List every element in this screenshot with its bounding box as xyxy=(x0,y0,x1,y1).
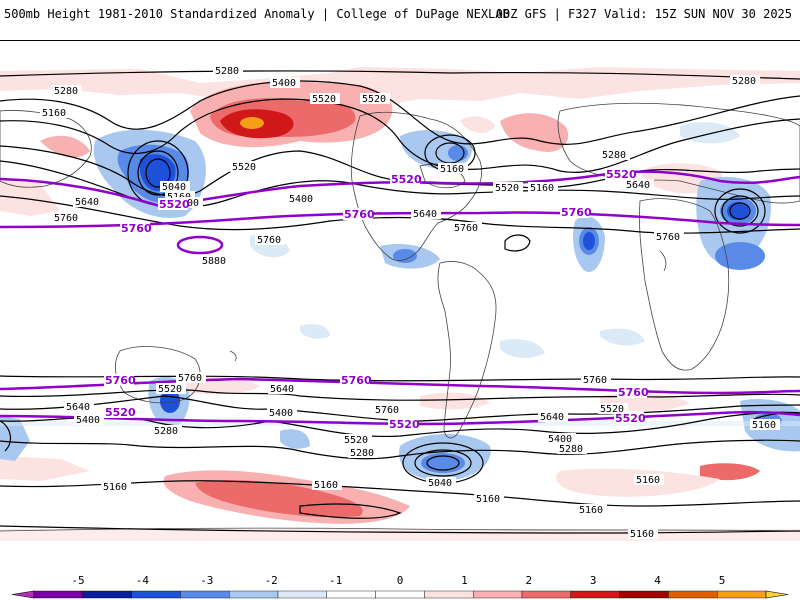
colorbar-swatch xyxy=(33,590,83,599)
colorbar-swatch xyxy=(131,590,181,599)
contour-label: 5760 xyxy=(121,222,152,235)
colorbar-tick-label: 3 xyxy=(590,574,597,587)
anomaly-map: 5280 5400 5520 5160 5040 5160 5400 5520 … xyxy=(0,65,800,541)
contour-label: 5160 xyxy=(630,529,654,540)
contour-label: 5400 xyxy=(548,434,572,445)
contour-label: 5760 xyxy=(561,206,592,219)
colorbar-swatch xyxy=(277,590,327,599)
colorbar-tick-label: -5 xyxy=(71,574,84,587)
contour-label: 5760 xyxy=(583,375,607,386)
valid-time-label: 00Z GFS | F327 Valid: 15Z SUN NOV 30 202… xyxy=(495,7,792,21)
contour-label: 5160 xyxy=(42,108,66,119)
contour-label: 5640 xyxy=(540,412,564,423)
contour-label: 5400 xyxy=(76,415,100,426)
contour-label: 5160 xyxy=(752,420,776,431)
colorbar-ticks: -5 -4 -3 -2 -1 0 1 2 3 4 5 xyxy=(71,574,725,587)
contour-label: 5160 xyxy=(530,183,554,194)
colorbar-swatch xyxy=(180,590,230,599)
contour-label: 5760 xyxy=(454,223,478,234)
contour-label: 5760 xyxy=(375,405,399,416)
contour-label: 5280 xyxy=(215,66,239,77)
contour-label: 5160 xyxy=(314,480,338,491)
contour-label: 5880 xyxy=(202,256,226,267)
colorbar-tick-label: 5 xyxy=(719,574,726,587)
contour-label: 5520 xyxy=(344,435,368,446)
colorbar-swatch xyxy=(82,590,132,599)
contour-label: 5520 xyxy=(391,173,422,186)
colorbar-tick-label: 2 xyxy=(525,574,532,587)
contour-label: 5760 xyxy=(341,374,372,387)
contour-label: 5160 xyxy=(636,475,660,486)
colorbar-swatch xyxy=(521,590,571,599)
colorbar-tick-label: -1 xyxy=(329,574,342,587)
contour-label: 5520 xyxy=(495,183,519,194)
contour-label: 5760 xyxy=(618,386,649,399)
contour-label: 5280 xyxy=(602,150,626,161)
contour-label: 5520 xyxy=(158,384,182,395)
contour-label: 5400 xyxy=(272,78,296,89)
map-panel: 5280 5400 5520 5160 5040 5160 5400 5520 … xyxy=(0,40,800,561)
coastlines xyxy=(0,102,800,532)
contour-label: 5760 xyxy=(178,373,202,384)
contour-label: 5160 xyxy=(476,494,500,505)
contour-label: 5520 xyxy=(600,404,624,415)
contour-label: 5640 xyxy=(270,384,294,395)
colorbar-boxes xyxy=(11,590,789,599)
purple-contour-labels: 5520 5760 5520 5760 5520 5760 5760 5520 … xyxy=(104,168,649,431)
colorbar-swatch xyxy=(326,590,376,599)
contour-label: 5760 xyxy=(257,235,281,246)
colorbar-tick-label: 0 xyxy=(397,574,404,587)
header: 500mb Height 1981-2010 Standardized Anom… xyxy=(0,0,800,30)
colorbar: -5 -4 -3 -2 -1 0 1 2 3 4 5 xyxy=(0,560,800,600)
colorbar-swatch xyxy=(473,590,523,599)
contour-label: 5280 xyxy=(154,426,178,437)
contour-label: 5280 xyxy=(54,86,78,97)
colorbar-swatch xyxy=(375,590,425,599)
contour-label: 5280 xyxy=(559,444,583,455)
contour-label: 5280 xyxy=(350,448,374,459)
black-contour-labels: 5280 5400 5520 5160 5040 5160 5400 5520 … xyxy=(40,65,780,540)
colorbar-tick-label: -2 xyxy=(265,574,278,587)
contour-label: 5760 xyxy=(344,208,375,221)
contour-label: 5160 xyxy=(440,164,464,175)
contour-label: 5640 xyxy=(626,180,650,191)
colorbar-svg: -5 -4 -3 -2 -1 0 1 2 3 4 5 xyxy=(11,574,789,599)
colorbar-min-arrow xyxy=(11,590,35,599)
contour-label: 5640 xyxy=(75,197,99,208)
contour-label: 5760 xyxy=(105,374,136,387)
contour-label: 5760 xyxy=(54,213,78,224)
contour-label: 5520 xyxy=(232,162,256,173)
colorbar-swatch xyxy=(668,590,718,599)
contour-label: 5520 xyxy=(362,94,386,105)
colorbar-tick-label: -4 xyxy=(136,574,150,587)
contour-label: 5040 xyxy=(162,182,186,193)
contour-label: 5160 xyxy=(103,482,127,493)
colorbar-swatch xyxy=(424,590,474,599)
contour-label: 5640 xyxy=(66,402,90,413)
contour-label: 5160 xyxy=(579,505,603,516)
contour-label: 5640 xyxy=(413,209,437,220)
contour-label: 5520 xyxy=(105,406,136,419)
colorbar-swatch xyxy=(619,590,669,599)
contour-label: 5520 xyxy=(389,418,420,431)
chart-title: 500mb Height 1981-2010 Standardized Anom… xyxy=(4,7,510,21)
colorbar-swatch xyxy=(570,590,620,599)
colorbar-tick-label: 1 xyxy=(461,574,468,587)
contour-label: 5520 xyxy=(312,94,336,105)
contour-label: 5520 xyxy=(615,412,646,425)
contour-label: 5760 xyxy=(656,232,680,243)
contour-label: 5040 xyxy=(428,478,452,489)
colorbar-swatch xyxy=(717,590,767,599)
contour-label: 5520 xyxy=(159,198,190,211)
colorbar-max-arrow xyxy=(765,590,789,599)
contour-label: 5400 xyxy=(289,194,313,205)
contour-label: 5280 xyxy=(732,76,756,87)
contour-label: 5400 xyxy=(269,408,293,419)
colorbar-swatch xyxy=(228,590,279,599)
colorbar-tick-label: -3 xyxy=(200,574,213,587)
colorbar-tick-label: 4 xyxy=(654,574,661,587)
contour-label: 5520 xyxy=(606,168,637,181)
